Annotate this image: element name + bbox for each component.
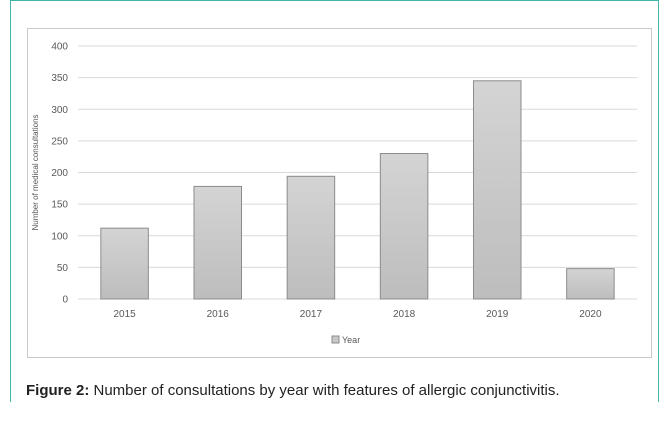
y-tick-label: 100 [51, 231, 68, 242]
x-tick-label: 2016 [207, 309, 230, 320]
bar-2016 [193, 185, 243, 300]
y-tick-labels: 0 50 100 150 200 250 300 350 400 [51, 42, 68, 306]
legend-label: Year [342, 335, 360, 345]
legend-swatch [331, 335, 340, 344]
bar-2015 [100, 227, 149, 300]
chart-container: 0 50 100 150 200 250 300 350 400 2015 2016 2017 201… [27, 28, 652, 358]
y-tick-label: 300 [51, 105, 68, 116]
x-tick-label: 2017 [300, 309, 323, 320]
x-tick-labels: 2015 2016 2017 2018 2019 2020 [113, 309, 602, 320]
x-tick-label: 2020 [579, 309, 602, 320]
y-tick-label: 350 [51, 73, 68, 84]
x-tick-label: 2015 [113, 309, 136, 320]
x-tick-label: 2019 [486, 309, 509, 320]
figure-caption: Figure 2: Number of consultations by yea… [26, 380, 658, 402]
y-tick-label: 400 [51, 42, 68, 53]
figure-frame [10, 0, 659, 402]
y-tick-label: 50 [57, 263, 69, 274]
y-tick-label: 150 [51, 200, 68, 211]
y-tick-label: 0 [62, 295, 68, 306]
bar-2020 [566, 268, 615, 300]
caption-label: Figure 2: [26, 382, 90, 399]
caption-text: Number of consultations by year with fea… [89, 382, 560, 399]
y-tick-label: 200 [51, 168, 68, 179]
y-tick-label: 250 [51, 136, 68, 147]
y-axis-title: Number of medical consultations [31, 114, 40, 230]
legend: Year [331, 335, 360, 345]
bar-2018 [379, 153, 429, 300]
bar-2017 [286, 175, 336, 300]
bars [100, 80, 615, 300]
bar-2019 [472, 80, 522, 300]
x-tick-label: 2018 [393, 309, 416, 320]
gridlines [78, 45, 637, 300]
